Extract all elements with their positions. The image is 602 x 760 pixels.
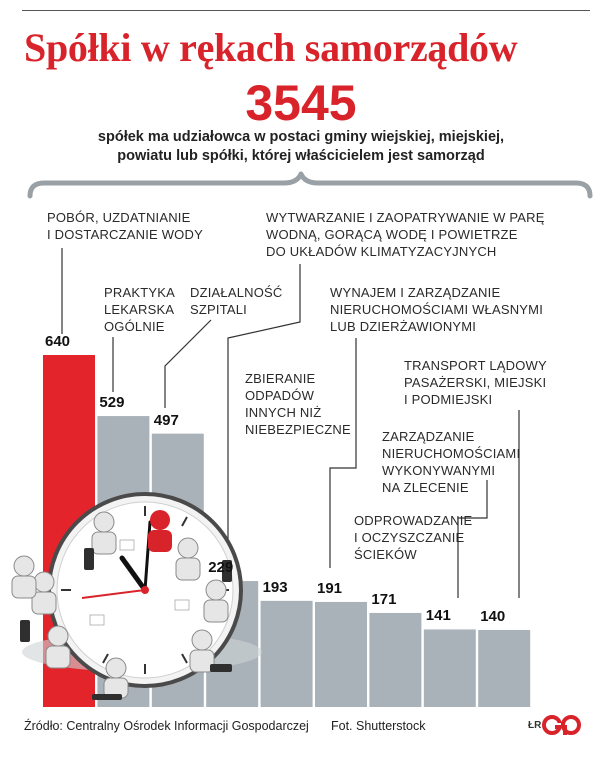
- value-label-8: 141: [425, 607, 451, 625]
- leader-line-8: [457, 480, 488, 598]
- photo-credit: Fot. Shutterstock: [331, 719, 426, 733]
- curly-brace-icon: [27, 171, 593, 199]
- category-label-line: ZBIERANIE: [245, 371, 316, 386]
- subtitle-line-1: spółek ma udziałowca w postaci gminy wie…: [97, 129, 505, 145]
- category-label-line: WYTWARZANIE I ZAOPATRYWANIE W PARĘ: [266, 210, 545, 225]
- chairs: [20, 548, 232, 700]
- source-note: Źródło: Centralny Ośrodek Informacji Gos…: [24, 719, 309, 733]
- bar-8: [423, 629, 476, 707]
- bar-6: [315, 601, 367, 707]
- clock-center: [141, 586, 149, 594]
- category-label-line: PASAŻERSKI, MIEJSKI: [404, 375, 547, 390]
- value-label-1: 640: [45, 333, 71, 350]
- gp-logo-icon: [542, 715, 581, 735]
- value-label-3: 497: [153, 411, 179, 429]
- category-label-line: NIERUCHOMOŚCIAMI WŁASNYMI: [330, 302, 544, 317]
- category-label-line: WYKONYWANYMI: [382, 463, 496, 478]
- category-label-line: INNYCH NIŻ: [245, 405, 322, 420]
- category-label-line: NIERUCHOMOŚCIAMI: [382, 446, 521, 461]
- category-label-3: DZIAŁALNOŚĆ SZPITALI: [190, 284, 283, 318]
- category-label-1: POBÓR, UZDATNIANIE I DOSTARCZANIE WODY: [47, 209, 203, 243]
- category-label-line: ŚCIEKÓW: [354, 547, 417, 562]
- category-label-line: I OCZYSZCZANIE: [354, 530, 465, 545]
- bar-7: [369, 612, 422, 707]
- category-label-line: DZIAŁALNOŚĆ: [190, 285, 283, 300]
- value-label-6: 191: [317, 579, 343, 597]
- category-label-line: WYNAJEM I ZARZĄDZANIE: [330, 285, 501, 300]
- value-label-7: 171: [371, 590, 397, 608]
- category-label-line: TRANSPORT LĄDOWY: [404, 358, 547, 373]
- clock-second-hand: [81, 589, 146, 599]
- leader-line-4: [227, 264, 301, 555]
- category-label-line: DO UKŁADÓW KLIMATYZACYJNYCH: [266, 244, 497, 259]
- red-figure: [148, 510, 172, 552]
- top-rule: [22, 10, 590, 11]
- leader-line-6: [329, 338, 357, 568]
- category-label-line: NA ZLECENIE: [382, 480, 469, 495]
- subtitle: spółek ma udziałowca w postaci gminy wie…: [0, 128, 602, 166]
- category-label-line: PRAKTYKA: [104, 285, 175, 300]
- clock-hour-hand: [119, 555, 148, 593]
- category-label-line: WODNĄ, GORĄCĄ WODĘ I POWIETRZE: [266, 227, 518, 242]
- subtitle-line-2: powiatu lub spółki, której właścicielem …: [117, 148, 485, 164]
- category-label-line: ODPROWADZANIE: [354, 513, 473, 528]
- category-label-line: I PODMIEJSKI: [404, 392, 493, 407]
- papers: [89, 539, 190, 626]
- value-label-2: 529: [99, 394, 125, 412]
- category-label-line: ODPADÓW: [245, 388, 315, 403]
- bar-5: [260, 600, 313, 707]
- category-label-line: NIEBEZPIECZNE: [245, 422, 351, 437]
- category-label-7: ODPROWADZANIE I OCZYSZCZANIE ŚCIEKÓW: [354, 512, 472, 563]
- headline-number: 3545: [245, 75, 357, 131]
- category-label-4: WYTWARZANIE I ZAOPATRYWANIE W PARĘ WODNĄ,…: [266, 209, 545, 260]
- category-label-line: OGÓLNIE: [104, 319, 165, 334]
- category-label-line: SZPITALI: [190, 302, 247, 317]
- category-label-6: WYNAJEM I ZARZĄDZANIE NIERUCHOMOŚCIAMI WŁ…: [330, 284, 543, 335]
- leader-line-3: [164, 319, 212, 408]
- category-label-2: PRAKTYKA LEKARSKA OGÓLNIE: [104, 284, 175, 335]
- figures: [11, 511, 229, 699]
- category-label-line: ZARZĄDZANIE: [382, 429, 475, 444]
- category-label-9: TRANSPORT LĄDOWY PASAŻERSKI, MIEJSKI I POD…: [404, 357, 547, 408]
- meeting-clock-illustration: [11, 492, 262, 700]
- page-title: Spółki w rękach samorządów: [24, 25, 518, 70]
- category-label-line: POBÓR, UZDATNIANIE: [47, 210, 191, 225]
- category-label-line: LEKARSKA: [104, 302, 175, 317]
- category-label-5: ZBIERANIE ODPADÓW INNYCH NIŻ NIEBEZPIECZNE: [245, 370, 351, 438]
- category-label-line: LUB DZIERŻAWIONYMI: [330, 319, 477, 334]
- value-label-4: 229: [208, 559, 234, 577]
- bar-9: [478, 630, 531, 707]
- category-label-8: ZARZĄDZANIE NIERUCHOMOŚCIAMI WYKONYWANYMI N…: [382, 428, 520, 496]
- author-initials: ŁR: [528, 720, 542, 731]
- value-label-9: 140: [480, 608, 506, 625]
- category-label-line: I DOSTARCZANIE WODY: [47, 227, 203, 242]
- value-label-5: 193: [262, 578, 288, 596]
